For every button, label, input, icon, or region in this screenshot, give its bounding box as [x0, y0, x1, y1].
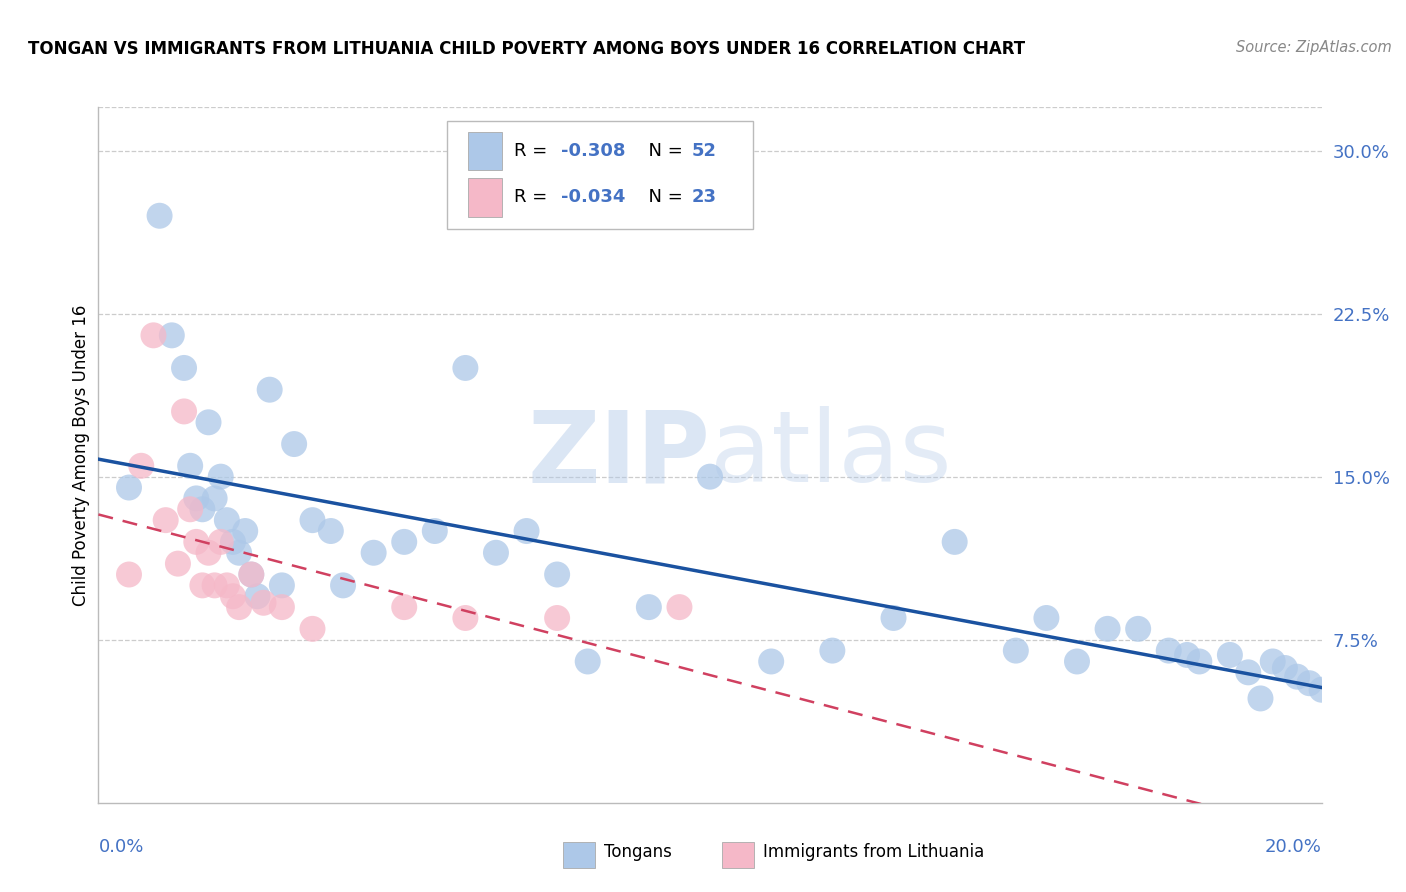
Point: [240, 567, 263, 582]
Point: [1066, 655, 1088, 669]
Point: [129, 458, 152, 473]
Point: [209, 469, 232, 483]
Point: [576, 655, 599, 669]
Point: [332, 578, 354, 592]
Point: [270, 578, 292, 592]
Point: [637, 600, 661, 615]
Point: [1286, 670, 1309, 684]
Point: [516, 524, 538, 538]
Point: [118, 481, 141, 495]
Point: [1274, 661, 1296, 675]
FancyBboxPatch shape: [723, 842, 754, 868]
Point: [1261, 655, 1284, 669]
Point: [240, 567, 263, 582]
Point: [191, 578, 214, 592]
Point: [1128, 622, 1150, 636]
Point: [246, 589, 269, 603]
Point: [1310, 682, 1333, 697]
Point: [883, 611, 905, 625]
Point: [186, 534, 208, 549]
Point: [668, 600, 690, 615]
Text: 20.0%: 20.0%: [1265, 838, 1322, 855]
Point: [485, 546, 508, 560]
Point: [1004, 643, 1026, 657]
Point: [160, 328, 183, 343]
Point: [191, 502, 214, 516]
Text: R =: R =: [515, 188, 554, 206]
Point: [699, 469, 721, 483]
Text: N =: N =: [637, 142, 688, 160]
Point: [197, 546, 219, 560]
Point: [155, 513, 177, 527]
Text: Tongans: Tongans: [603, 843, 672, 861]
Point: [167, 557, 190, 571]
Point: [215, 513, 238, 527]
Point: [1157, 643, 1180, 657]
Text: R =: R =: [515, 142, 554, 160]
Point: [546, 611, 568, 625]
Text: Immigrants from Lithuania: Immigrants from Lithuania: [762, 843, 984, 861]
Point: [759, 655, 782, 669]
Text: -0.308: -0.308: [561, 142, 626, 160]
Text: 52: 52: [692, 142, 717, 160]
Point: [222, 534, 245, 549]
Point: [228, 600, 250, 615]
Point: [186, 491, 208, 506]
Point: [142, 328, 165, 343]
Point: [319, 524, 342, 538]
Text: N =: N =: [637, 188, 688, 206]
Text: 0.0%: 0.0%: [98, 838, 143, 855]
Point: [118, 567, 141, 582]
Point: [454, 611, 477, 625]
Point: [204, 578, 226, 592]
Point: [173, 404, 195, 418]
Point: [392, 600, 416, 615]
Point: [222, 589, 245, 603]
Point: [1035, 611, 1057, 625]
FancyBboxPatch shape: [447, 121, 752, 229]
Point: [454, 360, 477, 375]
Point: [1237, 665, 1260, 680]
FancyBboxPatch shape: [564, 842, 595, 868]
Point: [215, 578, 238, 592]
Text: ZIP: ZIP: [527, 407, 710, 503]
Point: [1097, 622, 1119, 636]
Point: [179, 458, 201, 473]
Point: [301, 513, 323, 527]
Point: [209, 534, 232, 549]
Text: atlas: atlas: [710, 407, 952, 503]
Text: TONGAN VS IMMIGRANTS FROM LITHUANIA CHILD POVERTY AMONG BOYS UNDER 16 CORRELATIO: TONGAN VS IMMIGRANTS FROM LITHUANIA CHIL…: [28, 40, 1025, 58]
Point: [1249, 691, 1271, 706]
Point: [392, 534, 416, 549]
Point: [301, 622, 323, 636]
Text: -0.034: -0.034: [561, 188, 626, 206]
Point: [270, 600, 292, 615]
Point: [1188, 655, 1211, 669]
Text: 23: 23: [692, 188, 717, 206]
Point: [173, 360, 195, 375]
Point: [363, 546, 385, 560]
FancyBboxPatch shape: [468, 132, 502, 170]
Point: [149, 209, 172, 223]
Point: [228, 546, 250, 560]
Point: [179, 502, 201, 516]
Point: [423, 524, 446, 538]
Point: [252, 596, 274, 610]
Point: [1219, 648, 1241, 662]
Text: Source: ZipAtlas.com: Source: ZipAtlas.com: [1236, 40, 1392, 55]
Point: [1298, 676, 1320, 690]
Point: [197, 415, 219, 429]
Y-axis label: Child Poverty Among Boys Under 16: Child Poverty Among Boys Under 16: [72, 304, 90, 606]
Point: [821, 643, 844, 657]
Point: [233, 524, 256, 538]
Point: [259, 383, 281, 397]
Point: [943, 534, 966, 549]
FancyBboxPatch shape: [468, 178, 502, 217]
Point: [1175, 648, 1198, 662]
Point: [204, 491, 226, 506]
Point: [546, 567, 568, 582]
Point: [283, 437, 305, 451]
